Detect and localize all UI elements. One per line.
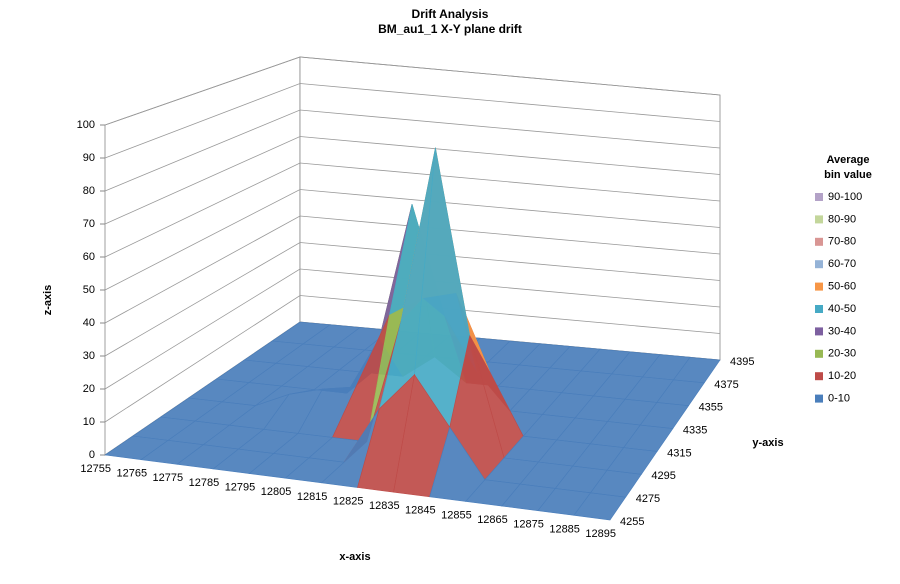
x-tick-label: 12895 xyxy=(585,528,616,540)
grid-line xyxy=(104,56,721,126)
legend-label: 90-100 xyxy=(828,191,862,203)
grid-line xyxy=(104,295,721,423)
x-tick-label: 12875 xyxy=(513,519,544,531)
grid-line xyxy=(104,215,721,324)
legend-label: 30-40 xyxy=(828,325,856,337)
z-axis-title: z-axis xyxy=(42,285,54,316)
legend-swatch xyxy=(815,327,823,336)
surface-cell xyxy=(573,492,627,521)
grid-line xyxy=(104,109,721,192)
z-tick-label: 20 xyxy=(83,383,95,395)
legend-label: 10-20 xyxy=(828,370,856,382)
x-tick-label: 12785 xyxy=(189,477,220,489)
y-tick-label: 4375 xyxy=(714,379,738,391)
x-tick-label: 12845 xyxy=(405,505,436,517)
x-tick-label: 12765 xyxy=(116,468,147,480)
grid-line xyxy=(104,189,721,291)
grid-line xyxy=(104,83,721,159)
x-tick-label: 12815 xyxy=(297,491,328,503)
z-tick-label: 40 xyxy=(83,317,95,329)
legend-label: 20-30 xyxy=(828,348,856,360)
grid-line xyxy=(104,268,721,390)
x-tick-label: 12865 xyxy=(477,514,508,526)
x-axis-title: x-axis xyxy=(339,551,370,563)
y-tick-label: 4315 xyxy=(667,447,691,459)
legend-swatch xyxy=(815,193,823,201)
legend-swatch xyxy=(815,394,823,403)
y-tick-label: 4395 xyxy=(730,356,754,368)
z-tick-label: 0 xyxy=(89,449,95,461)
y-tick-label: 4275 xyxy=(636,493,660,505)
z-tick-label: 50 xyxy=(83,284,95,296)
chart-title: Drift Analysis xyxy=(412,7,489,21)
legend-label: 50-60 xyxy=(828,281,856,293)
x-tick-label: 12835 xyxy=(369,500,400,512)
y-tick-label: 4295 xyxy=(651,470,675,482)
legend-label: 60-70 xyxy=(828,258,856,270)
legend-swatch xyxy=(815,305,823,313)
x-tick-label: 12795 xyxy=(225,481,256,493)
y-tick-label: 4335 xyxy=(683,424,707,436)
legend-swatch xyxy=(815,282,823,291)
z-tick-label: 90 xyxy=(83,152,95,164)
grid-line xyxy=(104,242,721,357)
legend-swatch xyxy=(815,237,823,246)
z-tick-label: 80 xyxy=(83,185,95,197)
z-tick-label: 70 xyxy=(83,218,95,230)
y-tick-label: 4355 xyxy=(699,402,723,414)
x-tick-label: 12885 xyxy=(549,523,580,535)
legend-swatch xyxy=(815,215,823,224)
chart-subtitle: BM_au1_1 X-Y plane drift xyxy=(378,22,522,36)
legend-title: Average xyxy=(826,154,869,166)
x-tick-label: 12805 xyxy=(261,486,292,498)
legend-label: 70-80 xyxy=(828,236,856,248)
legend-label: 40-50 xyxy=(828,303,856,315)
legend-label: 80-90 xyxy=(828,213,856,225)
x-tick-label: 12775 xyxy=(153,472,184,484)
legend-label: 0-10 xyxy=(828,393,850,405)
y-axis-title: y-axis xyxy=(752,437,783,449)
legend-swatch xyxy=(815,372,823,381)
z-tick-label: 10 xyxy=(83,416,95,428)
z-tick-label: 30 xyxy=(83,350,95,362)
z-tick-label: 100 xyxy=(77,119,95,131)
z-tick-label: 60 xyxy=(83,251,95,263)
legend-swatch xyxy=(815,349,823,358)
x-tick-label: 12855 xyxy=(441,509,472,521)
legend-swatch xyxy=(815,260,823,269)
y-tick-label: 4255 xyxy=(620,516,644,528)
legend-title: bin value xyxy=(824,169,872,181)
x-tick-label: 12825 xyxy=(333,495,364,507)
grid-line xyxy=(104,162,721,258)
grid-line xyxy=(104,136,721,225)
x-tick-label: 12755 xyxy=(80,463,111,475)
